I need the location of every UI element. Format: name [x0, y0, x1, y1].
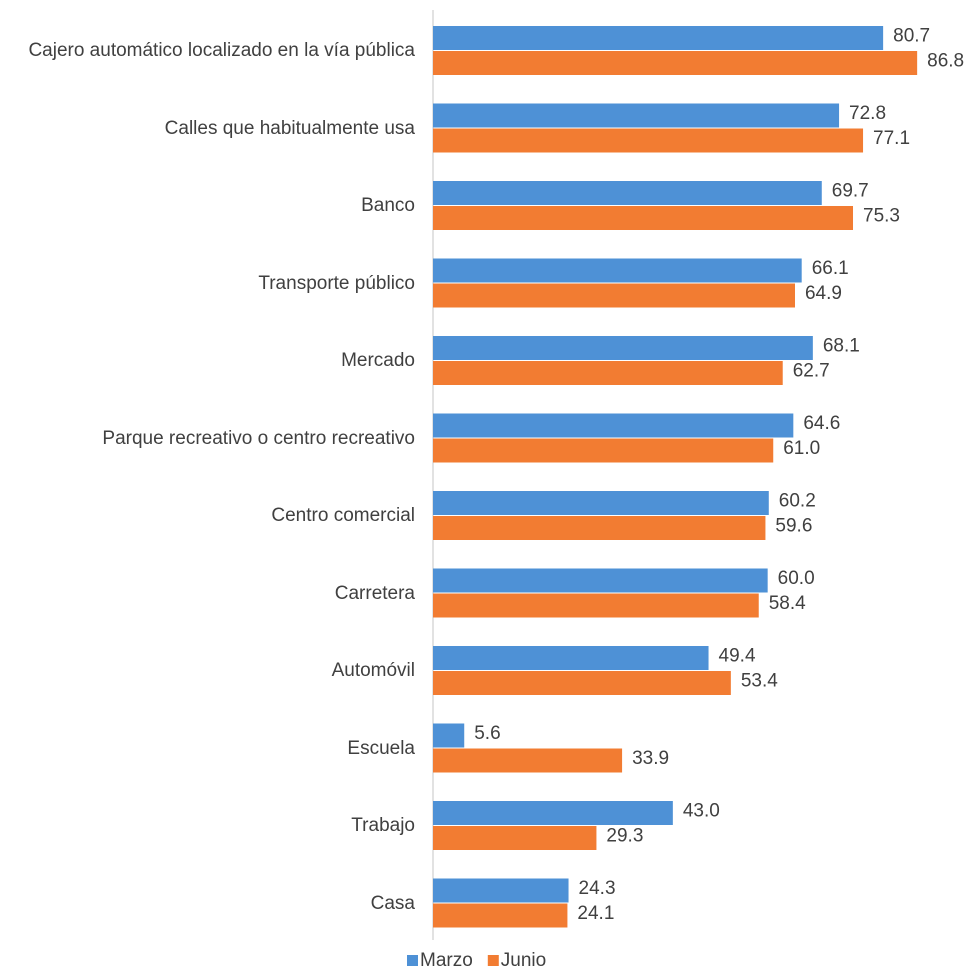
category-text: Cajero automático localizado en la vía p… [28, 40, 415, 61]
legend-swatch [487, 955, 499, 966]
category-label: Banco [0, 195, 415, 217]
value-label: 77.1 [873, 128, 910, 149]
bar [433, 283, 795, 308]
value-label: 86.8 [927, 51, 964, 72]
value-label: 75.3 [863, 206, 900, 227]
value-label: 49.4 [719, 646, 756, 667]
category-label: Casa [0, 893, 415, 915]
value-label: 72.8 [849, 103, 886, 124]
bar [433, 516, 766, 540]
value-label: 64.6 [803, 413, 840, 434]
bar [433, 491, 769, 515]
category-text: Automóvil [331, 660, 415, 681]
value-label: 62.7 [793, 361, 830, 382]
bar [433, 748, 623, 773]
category-text: Calles que habitualmente usa [164, 117, 415, 139]
value-label: 58.4 [769, 593, 806, 614]
bar [433, 878, 569, 903]
category-label: Parque recreativo o centro recreativo [0, 428, 415, 450]
bar [433, 413, 794, 438]
category-label: Calles que habitualmente usa [0, 118, 415, 140]
value-label: 24.3 [579, 878, 616, 899]
value-label: 66.1 [812, 258, 849, 279]
value-label: 33.9 [632, 748, 669, 769]
bar [433, 671, 731, 695]
value-label: 61.0 [783, 438, 820, 459]
value-label: 64.9 [805, 283, 842, 304]
category-text: Centro comercial [271, 505, 415, 526]
category-label: Mercado [0, 350, 415, 372]
value-label: 68.1 [823, 336, 860, 357]
category-label: Escuela [0, 738, 415, 760]
legend-swatch [407, 955, 418, 966]
bar [433, 826, 597, 850]
category-text: Trabajo [351, 815, 415, 836]
bar [433, 258, 802, 283]
legend-label: Junio [501, 950, 546, 971]
bar [433, 103, 840, 128]
value-label: 53.4 [741, 671, 778, 692]
value-label: 59.6 [775, 516, 812, 537]
category-label: Automóvil [0, 660, 415, 682]
bar [433, 593, 759, 618]
value-label: 69.7 [832, 181, 869, 202]
category-label: Cajero automático localizado en la vía p… [0, 40, 415, 62]
category-text: Casa [370, 892, 415, 914]
value-label: 80.7 [893, 26, 930, 47]
bar [433, 181, 822, 205]
value-label: 43.0 [683, 801, 720, 822]
bar [433, 903, 568, 928]
category-text: Mercado [341, 350, 415, 371]
category-label: Trabajo [0, 815, 415, 837]
bar [433, 646, 709, 670]
category-text: Transporte público [258, 272, 415, 294]
bar [433, 26, 884, 50]
value-label: 29.3 [606, 826, 643, 847]
category-label: Carretera [0, 583, 415, 605]
category-label: Centro comercial [0, 505, 415, 527]
value-label: 60.2 [779, 491, 816, 512]
bar [433, 128, 864, 153]
bar [433, 801, 673, 825]
category-text: Parque recreativo o centro recreativo [102, 427, 415, 449]
category-text: Banco [361, 195, 415, 216]
bar [433, 51, 918, 75]
value-label: 5.6 [474, 723, 500, 744]
bar [433, 336, 813, 360]
bar [433, 438, 774, 463]
bar [433, 723, 465, 748]
bar [433, 568, 768, 593]
legend-label: Marzo [420, 950, 473, 971]
category-label: Transporte público [0, 273, 415, 295]
value-label: 60.0 [778, 568, 815, 589]
category-text: Carretera [334, 582, 415, 604]
category-text: Escuela [347, 737, 415, 759]
bar [433, 206, 854, 230]
value-label: 24.1 [577, 903, 614, 924]
bar [433, 361, 783, 385]
